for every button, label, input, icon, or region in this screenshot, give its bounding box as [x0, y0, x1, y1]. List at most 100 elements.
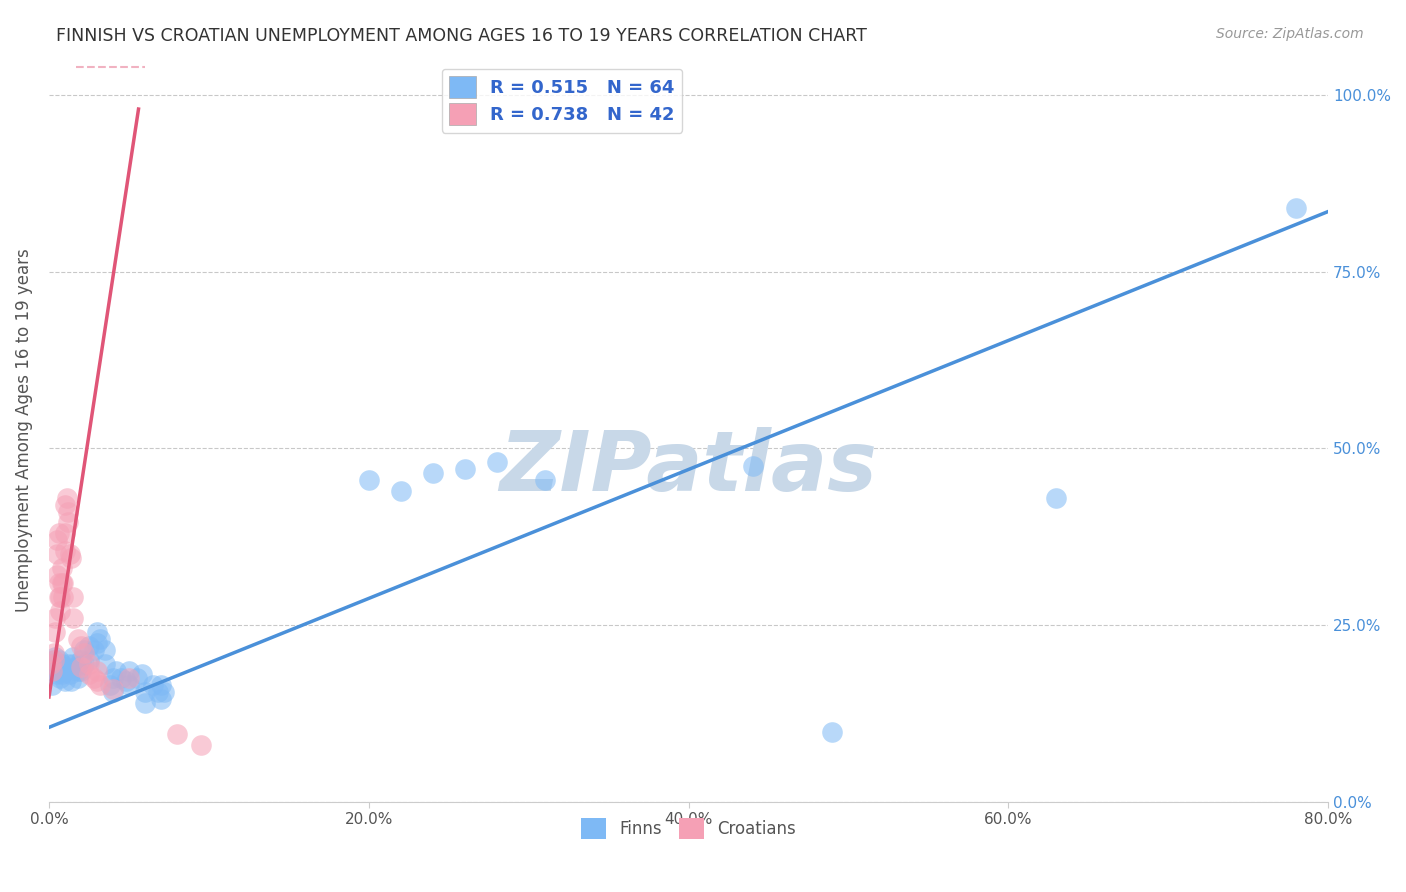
Point — [48, 653, 70, 667]
Point — [48, 575, 70, 590]
Point — [149, 678, 172, 692]
Point — [131, 667, 153, 681]
Point — [66, 671, 89, 685]
Point — [70, 653, 93, 667]
Point — [149, 692, 172, 706]
Point — [134, 685, 156, 699]
Point — [86, 635, 108, 649]
Point — [48, 590, 70, 604]
Point — [51, 575, 73, 590]
Point — [62, 657, 84, 671]
Point — [62, 590, 84, 604]
Point — [533, 473, 555, 487]
Point — [86, 664, 108, 678]
Point — [77, 667, 100, 681]
Point — [42, 646, 65, 660]
Point — [86, 624, 108, 639]
Point — [114, 674, 136, 689]
Point — [73, 646, 96, 660]
Point — [41, 664, 63, 678]
Point — [44, 624, 66, 639]
Point — [53, 526, 76, 541]
Point — [101, 671, 124, 685]
Point — [51, 667, 73, 681]
Point — [357, 473, 380, 487]
Point — [166, 727, 188, 741]
Y-axis label: Unemployment Among Ages 16 to 19 years: Unemployment Among Ages 16 to 19 years — [15, 249, 32, 613]
Point — [105, 664, 128, 678]
Point — [62, 649, 84, 664]
Point — [42, 653, 65, 667]
Point — [101, 681, 124, 696]
Point — [56, 657, 79, 671]
Point — [48, 660, 70, 674]
Point — [94, 642, 117, 657]
Point — [55, 491, 77, 505]
Point — [39, 657, 62, 671]
Point — [77, 653, 100, 667]
Point — [41, 678, 63, 692]
Point — [53, 543, 76, 558]
Point — [44, 649, 66, 664]
Point — [134, 696, 156, 710]
Point — [70, 660, 93, 674]
Point — [60, 674, 83, 689]
Point — [49, 590, 72, 604]
Text: Source: ZipAtlas.com: Source: ZipAtlas.com — [1216, 27, 1364, 41]
Point — [89, 632, 111, 646]
Point — [59, 667, 82, 681]
Point — [51, 561, 73, 575]
Point — [94, 657, 117, 671]
Point — [52, 590, 75, 604]
Point — [46, 657, 69, 671]
Point — [56, 516, 79, 530]
Point — [118, 678, 141, 692]
Point — [46, 547, 69, 561]
Point — [821, 725, 844, 739]
Point — [73, 642, 96, 657]
Point — [60, 550, 83, 565]
Point — [63, 660, 86, 674]
Point — [56, 505, 79, 519]
Point — [142, 678, 165, 692]
Point — [101, 685, 124, 699]
Point — [86, 674, 108, 689]
Point — [741, 458, 763, 473]
Point — [46, 667, 69, 681]
Point — [70, 664, 93, 678]
Point — [389, 483, 412, 498]
Point — [44, 611, 66, 625]
Point — [77, 639, 100, 653]
Point — [110, 671, 132, 685]
Point — [39, 657, 62, 671]
Point — [485, 455, 508, 469]
Point — [70, 639, 93, 653]
Point — [52, 575, 75, 590]
Point — [53, 498, 76, 512]
Point — [62, 611, 84, 625]
Point — [46, 533, 69, 548]
Point — [49, 671, 72, 685]
Point — [118, 664, 141, 678]
Point — [48, 526, 70, 541]
Point — [42, 653, 65, 667]
Point — [118, 671, 141, 685]
Point — [42, 664, 65, 678]
Point — [52, 660, 75, 674]
Point — [49, 664, 72, 678]
Point — [46, 568, 69, 582]
Point — [66, 632, 89, 646]
Point — [83, 671, 105, 685]
Point — [44, 660, 66, 674]
Text: ZIPatlas: ZIPatlas — [499, 427, 877, 508]
Point — [146, 685, 169, 699]
Point — [83, 642, 105, 657]
Point — [153, 685, 176, 699]
Point — [98, 678, 121, 692]
Point — [1045, 491, 1067, 505]
Point — [53, 674, 76, 689]
Point — [77, 657, 100, 671]
Point — [51, 657, 73, 671]
Point — [1285, 201, 1308, 215]
Point — [59, 547, 82, 561]
